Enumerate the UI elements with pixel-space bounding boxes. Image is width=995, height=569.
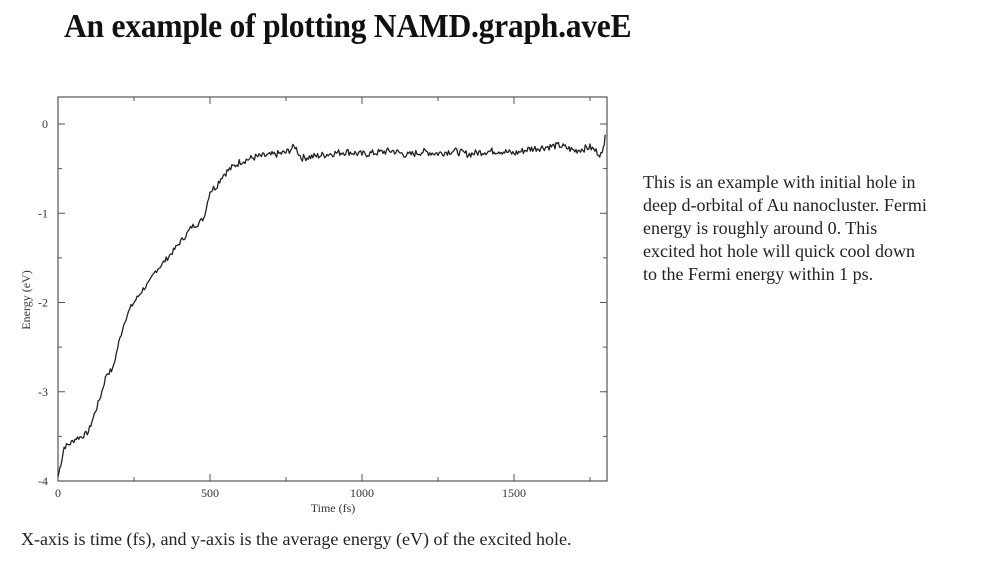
y-tick-label: -3 — [38, 385, 48, 399]
y-tick-label: 0 — [42, 117, 48, 131]
plot-frame — [57, 96, 608, 482]
x-tick-label: 0 — [55, 486, 61, 500]
x-tick-label: 1500 — [502, 486, 526, 500]
y-tick-label: -4 — [38, 474, 48, 488]
description-line: to the Fermi energy within 1 ps. — [643, 264, 874, 284]
tick-labels: 0 500 1000 1500 0 -1 -2 -3 -4 — [38, 117, 526, 500]
y-tick-label: -2 — [38, 296, 48, 310]
description-line: deep d-orbital of Au nanocluster. Fermi — [643, 195, 927, 215]
energy-line-chart: 0 500 1000 1500 0 -1 -2 -3 -4 Time (fs) Energy (… — [19, 96, 608, 515]
x-axis-label: Time (fs) — [311, 501, 356, 515]
description-line: This is an example with initial hole in — [643, 172, 916, 192]
slide-title: An example of plotting NAMD.graph.aveE — [64, 8, 632, 45]
description-text: This is an example with initial hole in … — [643, 171, 993, 286]
x-tick-label: 1000 — [350, 486, 374, 500]
description-line: energy is roughly around 0. This — [643, 218, 878, 238]
description-line: excited hot hole will quick cool down — [643, 241, 915, 261]
x-tick-label: 500 — [201, 486, 219, 500]
slide-caption: X-axis is time (fs), and y-axis is the a… — [21, 529, 572, 549]
energy-curve — [57, 134, 606, 477]
y-tick-label: -1 — [38, 206, 48, 220]
axis-ticks — [57, 97, 607, 482]
y-axis-label: Energy (eV) — [19, 270, 33, 329]
